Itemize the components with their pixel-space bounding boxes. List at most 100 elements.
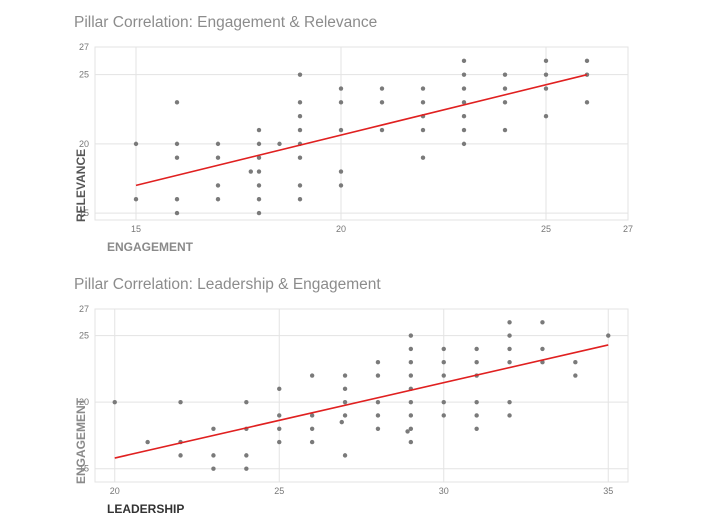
x-axis-label-2: LEADERSHIP [107, 502, 185, 516]
plot-frame-2 [94, 308, 629, 483]
data-point [309, 413, 315, 418]
data-point [244, 399, 249, 405]
data-point [441, 399, 446, 405]
data-point [174, 100, 180, 105]
data-point [297, 127, 303, 133]
x-tick-label: 30 [439, 486, 449, 496]
data-point [297, 197, 303, 202]
data-point [342, 413, 348, 418]
data-point [405, 429, 410, 434]
data-point [540, 346, 545, 352]
data-point [133, 197, 139, 202]
data-point [461, 86, 467, 91]
data-point [338, 183, 344, 188]
y-tick-label: 27 [79, 304, 89, 314]
data-point [297, 100, 303, 105]
data-point [277, 439, 282, 445]
data-point [375, 399, 381, 405]
data-point [256, 210, 262, 216]
data-point [507, 360, 512, 365]
data-point [507, 413, 512, 418]
y-tick-label: 15 [79, 208, 89, 218]
data-point [408, 399, 414, 405]
data-point [441, 346, 446, 352]
data-point [211, 466, 216, 471]
data-point [215, 183, 221, 188]
data-point [502, 86, 508, 91]
data-point [379, 127, 385, 133]
data-point [338, 169, 344, 174]
data-point [408, 439, 414, 445]
data-point [145, 439, 150, 445]
data-point [338, 86, 344, 91]
data-point [507, 346, 512, 352]
data-point [502, 127, 508, 133]
data-point [256, 197, 262, 202]
data-point [474, 360, 479, 365]
y-tick-label: 25 [79, 70, 89, 80]
data-point [573, 373, 578, 378]
data-point [215, 141, 221, 147]
data-point [248, 169, 253, 174]
data-point [244, 466, 249, 471]
data-point [297, 155, 303, 160]
plot-frame-1 [94, 46, 629, 221]
data-point [342, 453, 348, 458]
data-point [507, 320, 512, 325]
data-point [441, 360, 446, 365]
data-point [297, 183, 303, 188]
x-tick-label: 25 [541, 224, 551, 234]
data-point [174, 197, 180, 202]
x-tick-label: 27 [623, 224, 633, 234]
data-point [474, 426, 479, 431]
data-point [420, 100, 426, 105]
data-point [584, 100, 590, 105]
data-point [461, 72, 467, 77]
data-point [256, 155, 262, 160]
data-point [375, 360, 381, 365]
data-point [461, 141, 467, 147]
data-point [215, 197, 221, 202]
data-point [507, 333, 512, 338]
data-point [408, 360, 414, 365]
x-tick-label: 25 [274, 486, 284, 496]
data-point [584, 58, 590, 64]
data-point [543, 58, 549, 64]
data-point [256, 183, 262, 188]
data-point [256, 127, 262, 133]
data-point [256, 141, 262, 147]
data-point [408, 333, 414, 338]
data-point [309, 373, 315, 378]
data-point [606, 333, 611, 338]
data-point [297, 72, 303, 77]
y-tick-label: 15 [79, 464, 89, 474]
data-point [211, 453, 216, 458]
data-point [441, 373, 446, 378]
data-point [408, 426, 414, 431]
data-point [543, 114, 549, 119]
data-point [408, 373, 414, 378]
data-point [420, 127, 426, 133]
y-tick-label: 27 [79, 42, 89, 52]
y-axis-label-2: ENGAGEMENT [74, 397, 88, 484]
x-tick-label: 35 [603, 486, 613, 496]
data-point [474, 399, 479, 405]
data-point [174, 141, 180, 147]
chart-title-1: Pillar Correlation: Engagement & Relevan… [74, 14, 378, 31]
chart-title-2: Pillar Correlation: Leadership & Engagem… [74, 276, 381, 293]
trend-line [135, 73, 588, 187]
data-point [112, 399, 117, 405]
data-point [474, 413, 479, 418]
y-tick-label: 20 [79, 397, 89, 407]
data-point [375, 426, 381, 431]
data-point [342, 399, 348, 405]
data-point [543, 72, 549, 77]
y-tick-label: 25 [79, 331, 89, 341]
x-tick-label: 15 [131, 224, 141, 234]
data-point [338, 127, 344, 133]
data-point [174, 210, 180, 216]
data-point [338, 100, 344, 105]
data-point [342, 373, 348, 378]
data-point [277, 141, 282, 147]
data-point [339, 419, 344, 425]
